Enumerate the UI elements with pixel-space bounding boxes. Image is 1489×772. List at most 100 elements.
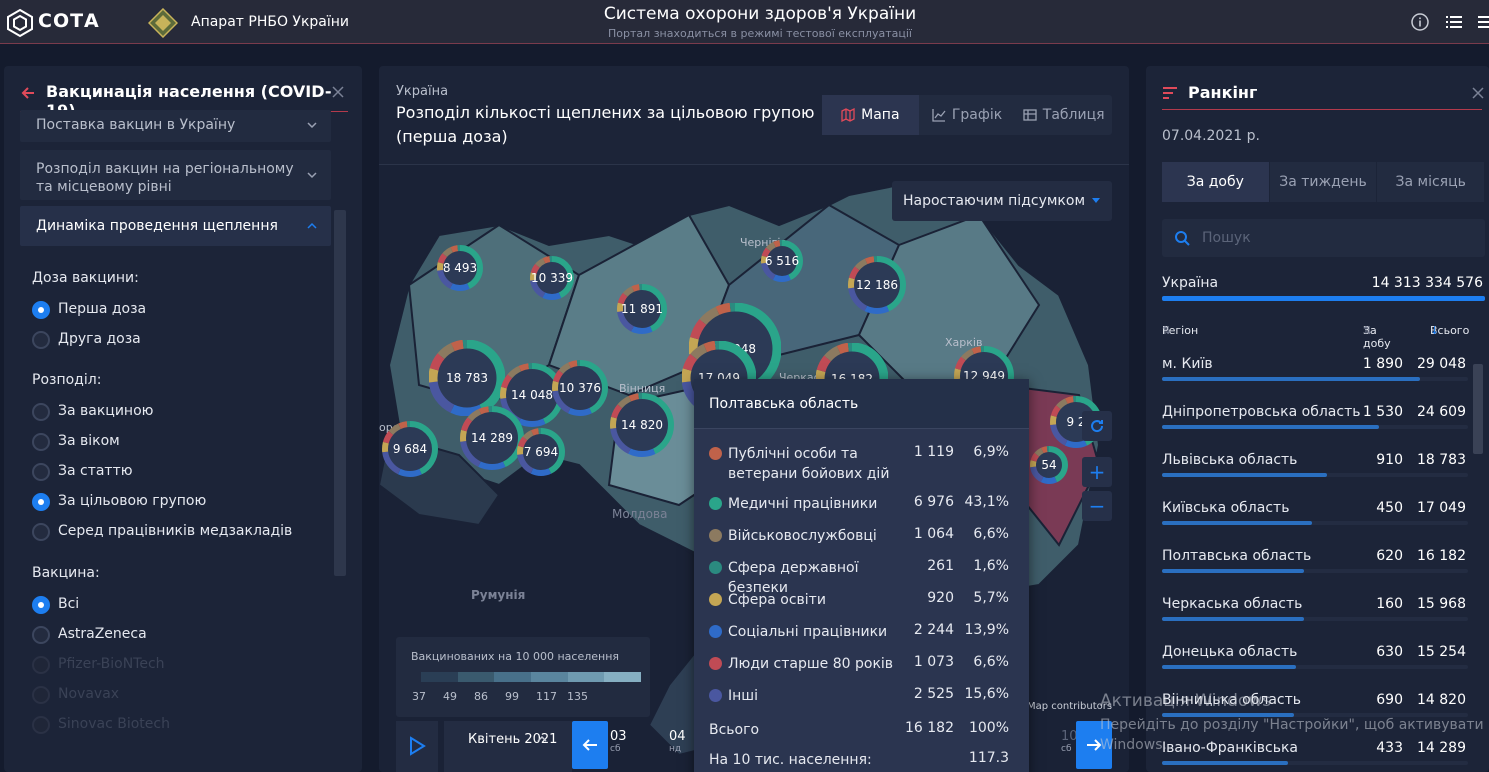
ukraine-map[interactable]: Чернігів Харків Черкаси Молдова Румунія … <box>379 164 1129 772</box>
radio-dot[interactable] <box>32 331 50 349</box>
accordion-dynamics[interactable]: Динаміка проведення щеплення <box>20 206 331 246</box>
ranking-row[interactable]: Київська область 450 17 049 <box>1162 500 1468 540</box>
zoom-in-button[interactable]: + <box>1082 457 1112 487</box>
ranking-bar <box>1162 425 1379 429</box>
search-placeholder: Пошук <box>1202 230 1251 246</box>
sort-icon: ⇅ <box>1363 324 1373 337</box>
cluster-value: 9 2 <box>1066 415 1086 429</box>
vaccine-section-title: Вакцина: <box>32 565 100 581</box>
radio-dot[interactable] <box>32 403 50 421</box>
ranking-bar-track <box>1162 761 1468 765</box>
ranking-total-value: 15 254 <box>1417 644 1466 660</box>
segment-week[interactable]: За тиждень <box>1270 162 1378 202</box>
ranking-row[interactable]: Вінницька область 690 14 820 <box>1162 692 1468 732</box>
cluster-value: 14 289 <box>471 431 513 445</box>
watermark-line: Активація Windows <box>1100 691 1272 711</box>
cluster-value: 10 339 <box>531 271 573 285</box>
ranking-row[interactable]: Донецька область 630 15 254 <box>1162 644 1468 684</box>
radio-dot[interactable] <box>32 493 50 511</box>
ukraine-value: 14 313 334 576 <box>1371 275 1483 291</box>
region-cluster[interactable]: 7 694 <box>516 427 566 477</box>
region-cluster[interactable]: 14 289 <box>459 405 525 471</box>
cluster-value: 6 516 <box>764 254 800 268</box>
month-selector[interactable]: Квітень 2021 <box>444 721 572 772</box>
region-cluster[interactable]: 8 493 <box>436 244 484 292</box>
info-icon[interactable] <box>1410 12 1430 32</box>
radio-label: Друга доза <box>58 331 141 347</box>
ranking-row[interactable]: м. Київ 1 890 29 048 <box>1162 356 1468 396</box>
ranking-day-value: 433 <box>1376 740 1403 756</box>
ranking-region: Черкаська область <box>1162 596 1303 612</box>
col-total-label: Всього <box>1430 324 1470 337</box>
reset-view-button[interactable] <box>1082 411 1112 441</box>
region-cluster[interactable]: 10 339 <box>529 255 575 301</box>
ranking-row[interactable]: Черкаська область 160 15 968 <box>1162 596 1468 636</box>
mode-select[interactable]: Наростаючим підсумком <box>892 181 1112 221</box>
radio-label: Sinovac Biotech <box>58 716 170 732</box>
ranking-scrollbar[interactable] <box>1473 364 1483 454</box>
tab-table[interactable]: Таблиця <box>1015 95 1112 135</box>
region-cluster[interactable]: 11 891 <box>616 283 668 335</box>
chart-icon <box>932 109 946 122</box>
map-title: Розподіл кількості щеплених за цільовою … <box>396 103 815 146</box>
ranking-row[interactable]: Івано-Франківська 433 14 289 <box>1162 740 1468 772</box>
region-tooltip: Полтавська область Публічні особи та вет… <box>694 379 1029 772</box>
list-icon[interactable] <box>1444 12 1464 32</box>
play-button[interactable] <box>396 721 438 772</box>
tooltip-row-pct: 1,6% <box>973 558 1009 574</box>
radio-dot[interactable] <box>32 626 50 644</box>
back-arrow-icon[interactable] <box>20 85 36 101</box>
timeline-day[interactable]: 10 сб <box>1061 729 1078 754</box>
ranking-bar <box>1162 377 1420 381</box>
legend-tick: 37 <box>412 690 426 703</box>
region-cluster[interactable]: 9 684 <box>381 420 439 478</box>
tooltip-total-pct: 100% <box>968 720 1009 736</box>
region-cluster[interactable]: 14 820 <box>609 392 675 458</box>
radio-dot[interactable] <box>32 301 50 319</box>
menu-icon[interactable] <box>1476 12 1489 32</box>
ranking-bar <box>1162 761 1288 765</box>
timeline-next-button[interactable] <box>1076 721 1112 769</box>
ukraine-bar <box>1162 296 1485 301</box>
timeline-day[interactable]: 03 сб <box>610 729 627 754</box>
filters-scrollbar[interactable] <box>334 210 346 576</box>
tab-chart[interactable]: Графік <box>919 95 1016 135</box>
region-cluster[interactable]: 10 376 <box>551 359 609 417</box>
tooltip-row-value: 920 <box>927 590 954 606</box>
map-attribution[interactable]: Map contributors <box>1027 701 1113 712</box>
region-cluster[interactable]: 12 186 <box>847 255 907 315</box>
timeline-day[interactable]: 04 нд <box>669 729 686 754</box>
timeline-prev-button[interactable] <box>572 721 608 769</box>
accordion-distribution[interactable]: Розподіл вакцин на регіональному та місц… <box>20 150 331 200</box>
ranking-search[interactable]: Пошук <box>1162 219 1485 257</box>
radio-dot[interactable] <box>32 596 50 614</box>
radio-label: AstraZeneca <box>58 626 147 642</box>
sota-logo-icon[interactable] <box>5 8 35 38</box>
radio-dot[interactable] <box>32 433 50 451</box>
tooltip-row-pct: 13,9% <box>964 622 1009 638</box>
region-cluster[interactable]: 18 783 <box>429 340 505 416</box>
tooltip-per10k-label: На 10 тис. населення: <box>709 752 872 768</box>
ranking-day-value: 910 <box>1376 452 1403 468</box>
radio-dot[interactable] <box>32 463 50 481</box>
accordion-supply[interactable]: Поставка вакцин в Україну <box>20 110 331 142</box>
ranking-row[interactable]: Дніпропетровська область 1 530 24 609 <box>1162 404 1468 444</box>
ranking-row[interactable]: Полтавська область 620 16 182 <box>1162 548 1468 588</box>
close-icon[interactable] <box>1472 87 1484 99</box>
radio-dot[interactable] <box>32 523 50 541</box>
tab-map[interactable]: Мапа <box>822 95 919 135</box>
tooltip-row-label: Сфера освіти <box>728 592 826 608</box>
tooltip-row-pct: 6,6% <box>973 526 1009 542</box>
ranking-row[interactable]: Львівська область 910 18 783 <box>1162 452 1468 492</box>
brand-name[interactable]: СОТА <box>38 10 100 32</box>
region-cluster[interactable]: 14 048 <box>499 362 565 428</box>
close-icon[interactable] <box>332 86 344 98</box>
zoom-out-button[interactable]: − <box>1082 491 1112 521</box>
segment-day[interactable]: За добу <box>1162 162 1270 202</box>
ukraine-label: Україна <box>1162 275 1219 291</box>
region-cluster[interactable]: 6 516 <box>760 239 804 283</box>
month-label: Квітень 2021 <box>468 732 558 747</box>
segment-month[interactable]: За місяць <box>1377 162 1486 202</box>
region-cluster[interactable]: 54 <box>1029 445 1069 485</box>
legend-dot-icon <box>709 593 722 606</box>
